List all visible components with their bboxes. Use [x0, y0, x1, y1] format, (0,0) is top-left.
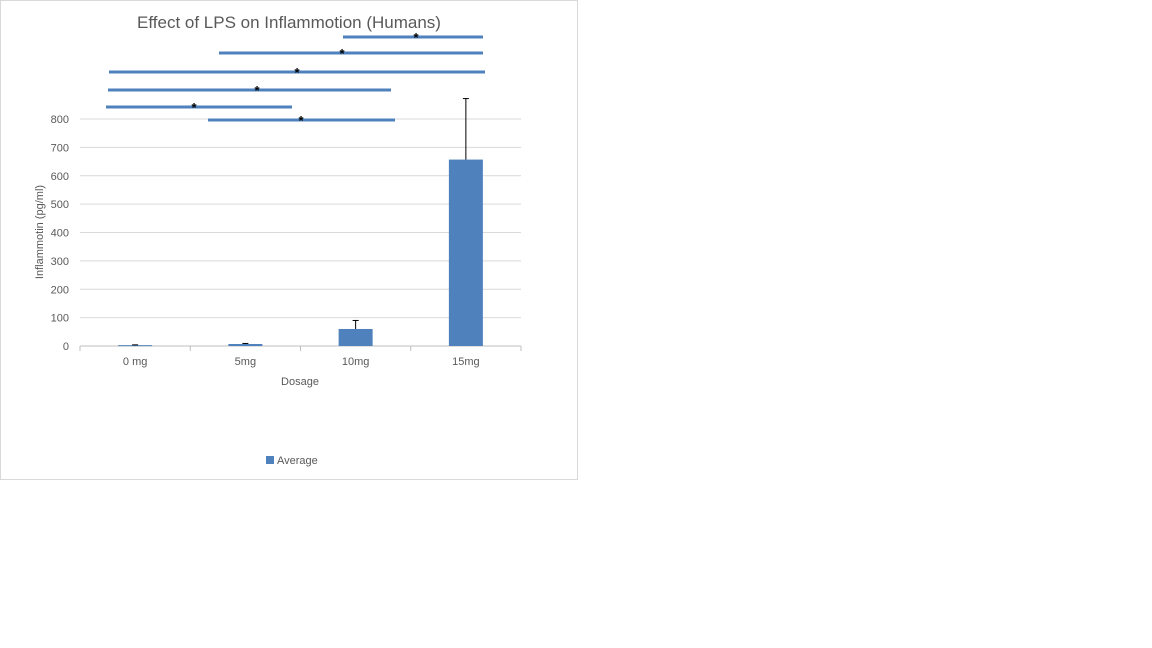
- y-tick-label: 100: [51, 313, 69, 325]
- legend-swatch: [266, 456, 274, 464]
- y-axis-tick-labels: 0 100 200 300 400 500 600 700 800: [51, 114, 69, 353]
- x-axis-label: Dosage: [281, 376, 319, 388]
- x-tick-label: 15mg: [452, 356, 480, 368]
- significance-asterisk: *: [339, 46, 345, 61]
- bar-15mg: [448, 159, 483, 346]
- y-tick-label: 600: [51, 171, 69, 183]
- significance-asterisk: *: [298, 113, 304, 128]
- x-tick-label: 5mg: [235, 356, 256, 368]
- x-tick-label: 10mg: [342, 356, 370, 368]
- significance-asterisk: *: [413, 30, 419, 45]
- legend-label: Average: [277, 455, 318, 467]
- bar-0mg: [118, 345, 153, 347]
- y-tick-label: 300: [51, 256, 69, 268]
- bar-10mg: [338, 328, 373, 346]
- y-tick-label: 200: [51, 284, 69, 296]
- bar-5mg: [228, 344, 263, 346]
- y-tick-label: 800: [51, 114, 69, 126]
- y-tick-label: 0: [63, 341, 69, 353]
- bars: [118, 159, 483, 347]
- significance-asterisk: *: [294, 65, 300, 80]
- significance-bars: * * * * * *: [106, 30, 485, 128]
- error-bars: [132, 98, 469, 346]
- chart-title: Effect of LPS on Inflammotion (Humans): [137, 13, 441, 32]
- x-axis-tick-labels: 0 mg 5mg 10mg 15mg: [123, 356, 480, 368]
- significance-asterisk: *: [254, 83, 260, 98]
- y-tick-label: 700: [51, 142, 69, 154]
- y-tick-label: 400: [51, 228, 69, 240]
- legend: Average: [266, 455, 318, 467]
- y-tick-label: 500: [51, 199, 69, 211]
- significance-asterisk: *: [191, 100, 197, 115]
- x-tick-label: 0 mg: [123, 356, 147, 368]
- y-axis-label: Inflammotin (pg/ml): [34, 185, 46, 279]
